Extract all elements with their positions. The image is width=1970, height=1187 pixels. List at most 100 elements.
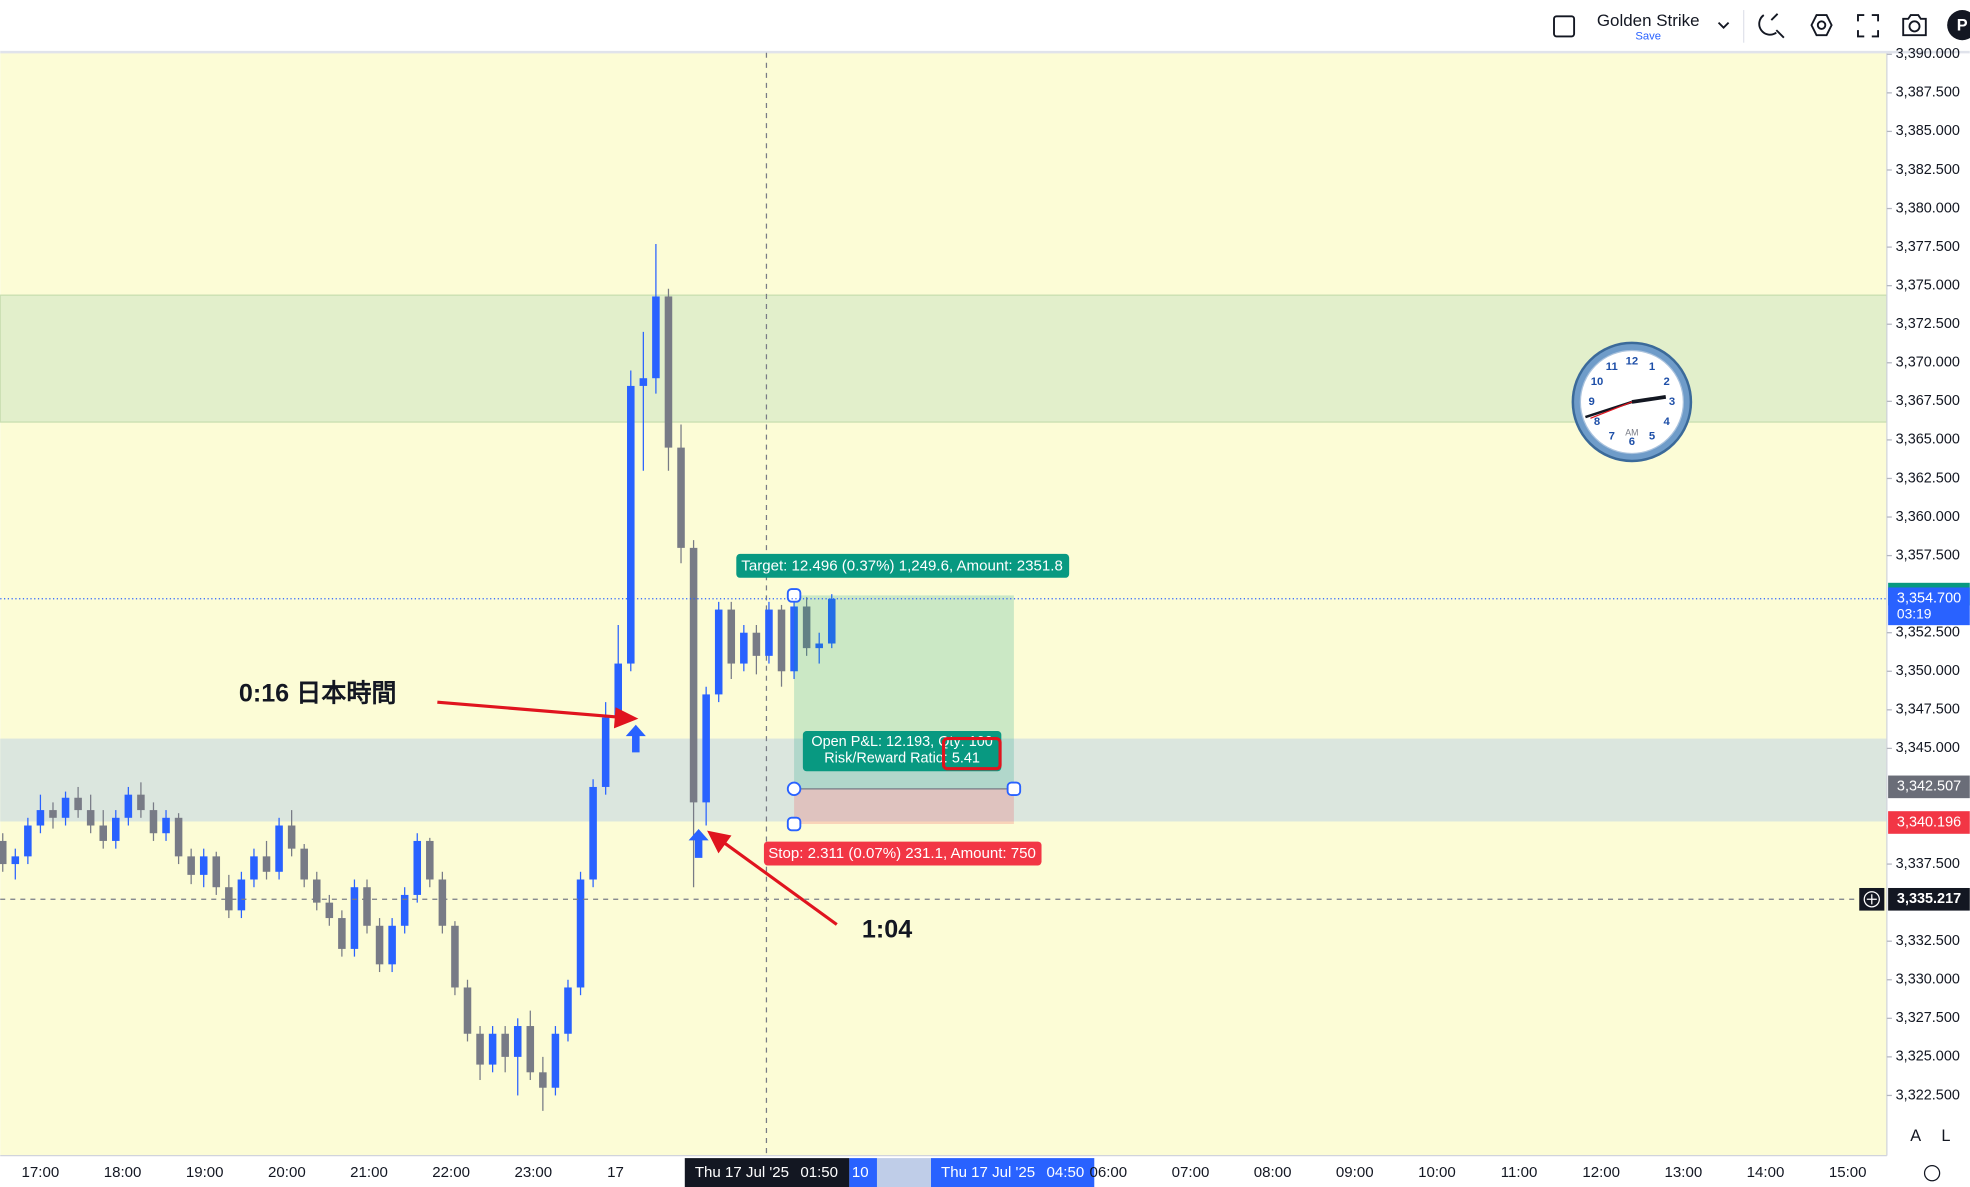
handle[interactable] [1006, 781, 1022, 797]
alert-icon[interactable] [1758, 13, 1785, 39]
cursor-time: Thu 17 Jul '25 [695, 1164, 789, 1181]
signal-arrows [625, 724, 709, 858]
candle-body [501, 1033, 509, 1057]
save-label[interactable]: Save [1635, 30, 1661, 42]
arrow-head [707, 830, 732, 854]
range-end-box [930, 1158, 1095, 1187]
candle-body [162, 817, 170, 834]
x-tick-label: 09:00 [1336, 1164, 1374, 1181]
x-tick-label: 17 [607, 1164, 624, 1181]
candle-body [551, 1033, 560, 1088]
settings-icon[interactable] [1810, 14, 1833, 37]
x-tick-label: 06:00 [1089, 1164, 1127, 1181]
annotation-text: 0:16 日本時間 [239, 678, 397, 707]
y-tick-label: 3,345.000 [1896, 740, 1960, 756]
buy-signal [688, 829, 709, 858]
candle-body [287, 825, 296, 849]
layout-checkbox[interactable] [1553, 15, 1576, 38]
candle-body [300, 848, 308, 880]
x-tick-label: 10:00 [1418, 1164, 1456, 1181]
candle-body [576, 879, 585, 988]
user-initial[interactable]: P [1957, 17, 1968, 35]
candle-body [790, 606, 798, 672]
layout-name[interactable]: Golden Strike [1597, 11, 1700, 30]
clock-numeral: 11 [1606, 361, 1618, 373]
countdown-label: 03:19 [1897, 606, 1932, 622]
candle-body [677, 447, 685, 548]
layout-dropdown[interactable] [1717, 21, 1730, 29]
risk-reward-ratio: Risk/Reward Ratio: 5.41 [824, 750, 980, 766]
candle-body [250, 856, 258, 880]
cursor-clock: 01:50 [800, 1164, 838, 1181]
arrow-line [721, 840, 838, 926]
y-tick-label: 3,380.000 [1896, 200, 1960, 216]
candles [0, 244, 836, 1111]
candle-body [325, 902, 334, 919]
candle-body [388, 925, 396, 965]
axis-button[interactable]: A [1910, 1127, 1921, 1145]
x-tick-label: 20:00 [268, 1164, 306, 1181]
annotation-arrows [437, 700, 838, 926]
settings-icon-center [1816, 20, 1827, 30]
candle-body [827, 598, 836, 644]
price-badge [1888, 887, 1970, 911]
cursor-time-box [684, 1158, 850, 1187]
x-tick-label: 07:00 [1172, 1164, 1210, 1181]
price-badge-label: 3,340.196 [1897, 814, 1961, 830]
target-label-box [736, 553, 1070, 578]
handle[interactable] [786, 816, 802, 832]
range-fill [876, 1158, 931, 1187]
candle-body [400, 894, 409, 926]
y-tick-label: 3,375.000 [1896, 277, 1960, 293]
candle-body [61, 797, 70, 818]
screenshot-icon[interactable] [1902, 14, 1927, 37]
candle-body [375, 925, 384, 965]
y-tick-label: 3,330.000 [1896, 972, 1960, 988]
tool-handles [786, 588, 1022, 832]
y-tick-label: 3,347.500 [1896, 702, 1960, 718]
candle-body [463, 987, 472, 1034]
fullscreen-icon[interactable] [1857, 14, 1880, 38]
clock-numeral: 10 [1591, 376, 1604, 388]
y-tick-label: 3,332.500 [1896, 933, 1960, 949]
handle[interactable] [786, 588, 802, 603]
candle-body [212, 856, 221, 888]
crosshair-plus-icon[interactable] [1866, 894, 1877, 905]
x-tick-label: 17:00 [22, 1164, 60, 1181]
crosshair-plus-icon[interactable] [1863, 891, 1880, 908]
y-tick-label: 3,360.000 [1896, 509, 1960, 525]
range-start-box [849, 1158, 877, 1187]
stop-area[interactable] [794, 788, 1014, 824]
y-tick-label: 3,367.500 [1896, 393, 1960, 409]
candle-body [815, 643, 823, 649]
ratio-highlight [941, 737, 1002, 771]
second-hand [1590, 401, 1633, 419]
price-badge [1888, 587, 1970, 626]
clock-numeral: 7 [1609, 431, 1615, 443]
candle-body [124, 794, 133, 818]
candle-body [275, 825, 283, 872]
candle-body [174, 817, 183, 857]
x-tick-label: 15:00 [1829, 1164, 1867, 1181]
candle-body [488, 1033, 497, 1065]
y-tick-label: 3,382.500 [1896, 162, 1960, 178]
candle-body [727, 609, 736, 664]
stop-label: Stop: 2.311 (0.07%) 231.1, Amount: 750 [768, 845, 1036, 862]
y-tick-label: 3,325.000 [1896, 1049, 1960, 1065]
y-tick-label: 3,362.500 [1896, 470, 1960, 486]
axis-button[interactable]: L [1941, 1127, 1950, 1145]
candle-body [664, 296, 673, 448]
y-tick-label: 3,357.500 [1896, 547, 1960, 563]
x-tick-label: 11:00 [1501, 1164, 1538, 1181]
candle-body [802, 606, 811, 649]
x-tick-label: 12:00 [1582, 1164, 1620, 1181]
user-avatar[interactable] [1947, 10, 1970, 41]
handle[interactable] [786, 781, 802, 797]
candle-body [451, 925, 459, 988]
candle-body [689, 547, 698, 803]
clock-numeral: 12 [1626, 356, 1639, 368]
candle-body [601, 717, 610, 787]
settings-button[interactable] [1923, 1165, 1941, 1182]
